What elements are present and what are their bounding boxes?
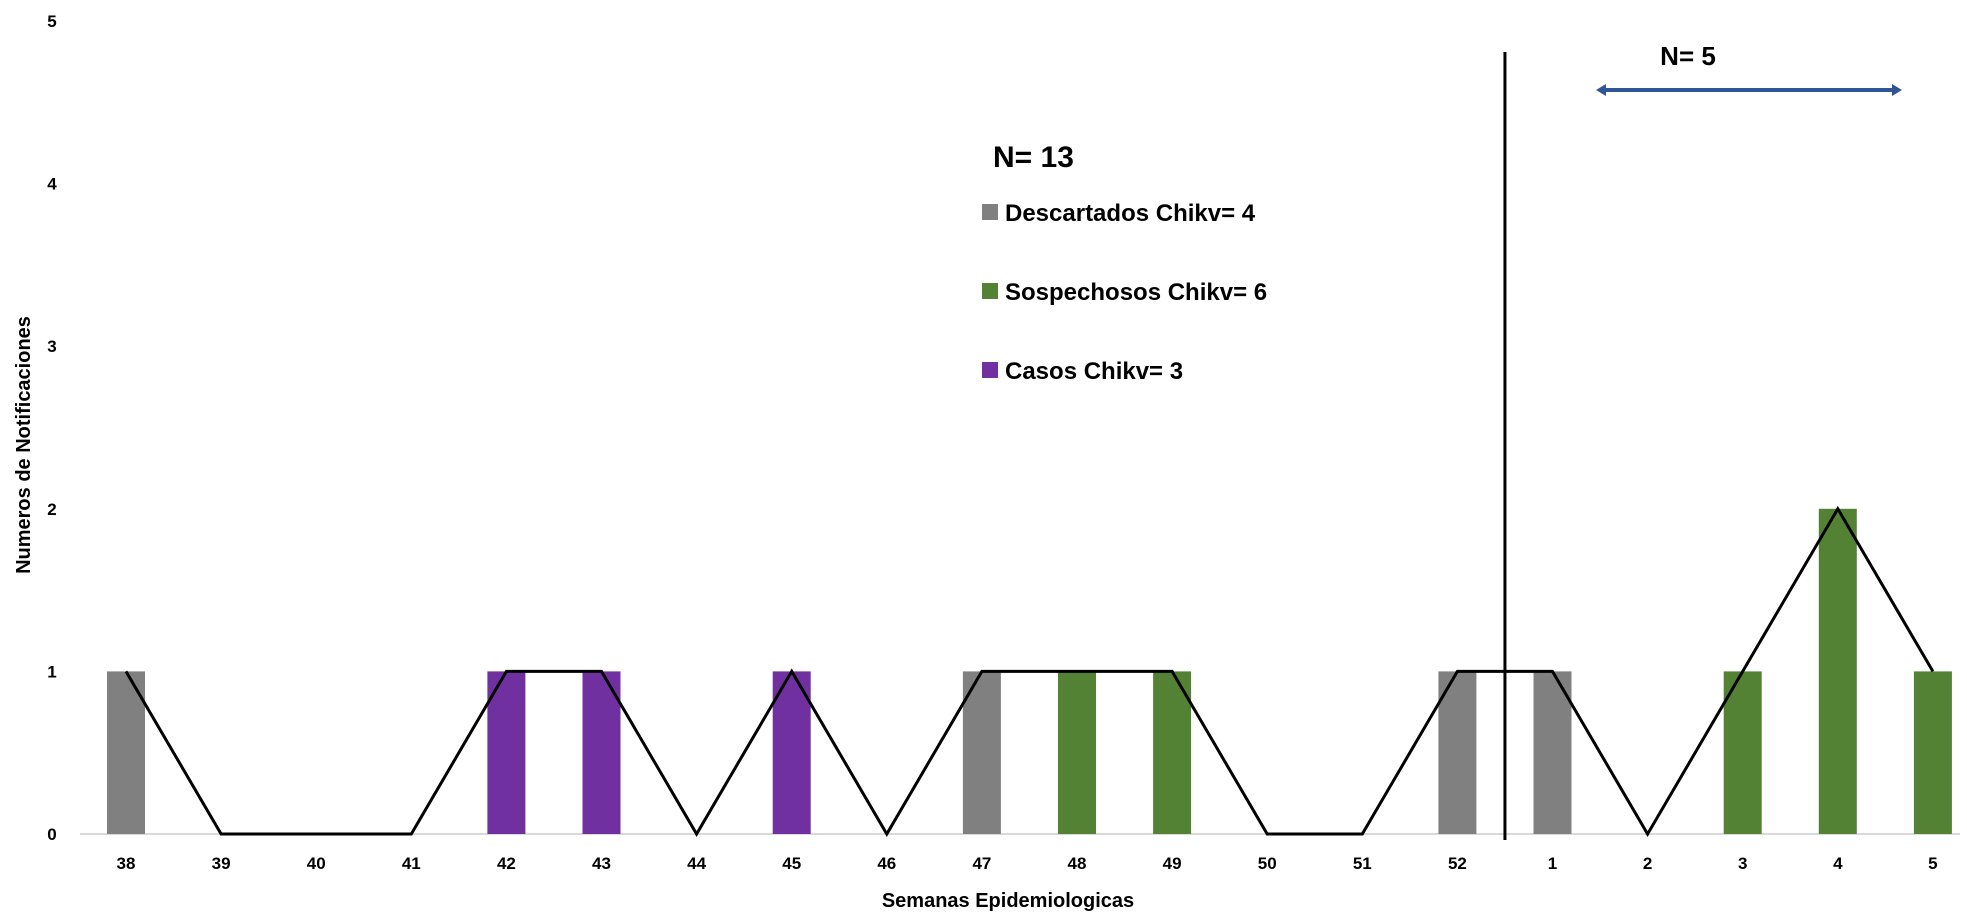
- x-tick-label: 47: [972, 854, 991, 873]
- x-tick-label: 1: [1548, 854, 1557, 873]
- x-axis-title: Semanas Epidemiologicas: [882, 890, 1134, 912]
- x-axis-ticks: 38 39 40 41 42 43 44 45 46 47 48 49 50 51 52 1 2 3 4 5: [117, 854, 1938, 873]
- bar: [1058, 671, 1096, 834]
- legend-swatch-descartados: [982, 204, 998, 220]
- y-tick-label: 3: [47, 337, 56, 356]
- x-tick-label: 41: [402, 854, 421, 873]
- x-tick-label: 39: [212, 854, 231, 873]
- y-axis-ticks: 0 1 2 3 4 5: [47, 12, 57, 844]
- x-tick-label: 3: [1738, 854, 1747, 873]
- x-tick-label: 38: [117, 854, 136, 873]
- x-tick-label: 43: [592, 854, 611, 873]
- y-tick-label: 4: [47, 175, 57, 194]
- legend-swatch-sospechosos: [982, 283, 998, 299]
- legend-title: N= 13: [993, 141, 1074, 174]
- x-tick-label: 42: [497, 854, 516, 873]
- y-tick-label: 2: [47, 500, 56, 519]
- bar: [582, 671, 621, 834]
- bar: [1533, 671, 1572, 834]
- x-tick-label: 51: [1353, 854, 1372, 873]
- range-arrow-head-right: [1892, 84, 1902, 96]
- y-tick-label: 0: [47, 825, 56, 844]
- y-tick-label: 5: [47, 12, 56, 31]
- bar: [772, 671, 811, 834]
- legend-label-sospechosos: Sospechosos Chikv= 6: [1005, 279, 1267, 306]
- trend-line: [124, 505, 1935, 837]
- legend-label-casos: Casos Chikv= 3: [1005, 358, 1183, 385]
- x-tick-label: 2: [1643, 854, 1652, 873]
- x-tick-label: 44: [687, 854, 706, 873]
- x-tick-label: 50: [1258, 854, 1277, 873]
- bar: [1723, 671, 1762, 834]
- y-axis-title: Numeros de Notificaciones: [13, 316, 35, 574]
- x-tick-label: 48: [1068, 854, 1087, 873]
- bar: [1913, 671, 1952, 834]
- bar: [1153, 671, 1192, 834]
- bars: [107, 508, 1952, 834]
- bar: [107, 671, 145, 834]
- range-annotation: N= 5: [1596, 41, 1902, 96]
- bar: [962, 671, 1001, 834]
- bar: [487, 671, 526, 834]
- x-tick-label: 5: [1928, 854, 1937, 873]
- x-tick-label: 4: [1833, 854, 1843, 873]
- y-tick-label: 1: [47, 662, 56, 681]
- legend-swatch-casos: [982, 362, 998, 378]
- legend: N= 13 Descartados Chikv= 4 Sospechosos C…: [982, 141, 1267, 385]
- range-label: N= 5: [1660, 41, 1716, 71]
- x-tick-label: 52: [1448, 854, 1467, 873]
- range-arrow-head-left: [1596, 84, 1606, 96]
- x-tick-label: 40: [307, 854, 326, 873]
- x-tick-label: 45: [782, 854, 801, 873]
- bar: [1438, 671, 1477, 834]
- x-tick-label: 49: [1163, 854, 1182, 873]
- x-tick-label: 46: [877, 854, 896, 873]
- bar: [1818, 508, 1857, 834]
- legend-label-descartados: Descartados Chikv= 4: [1005, 200, 1256, 227]
